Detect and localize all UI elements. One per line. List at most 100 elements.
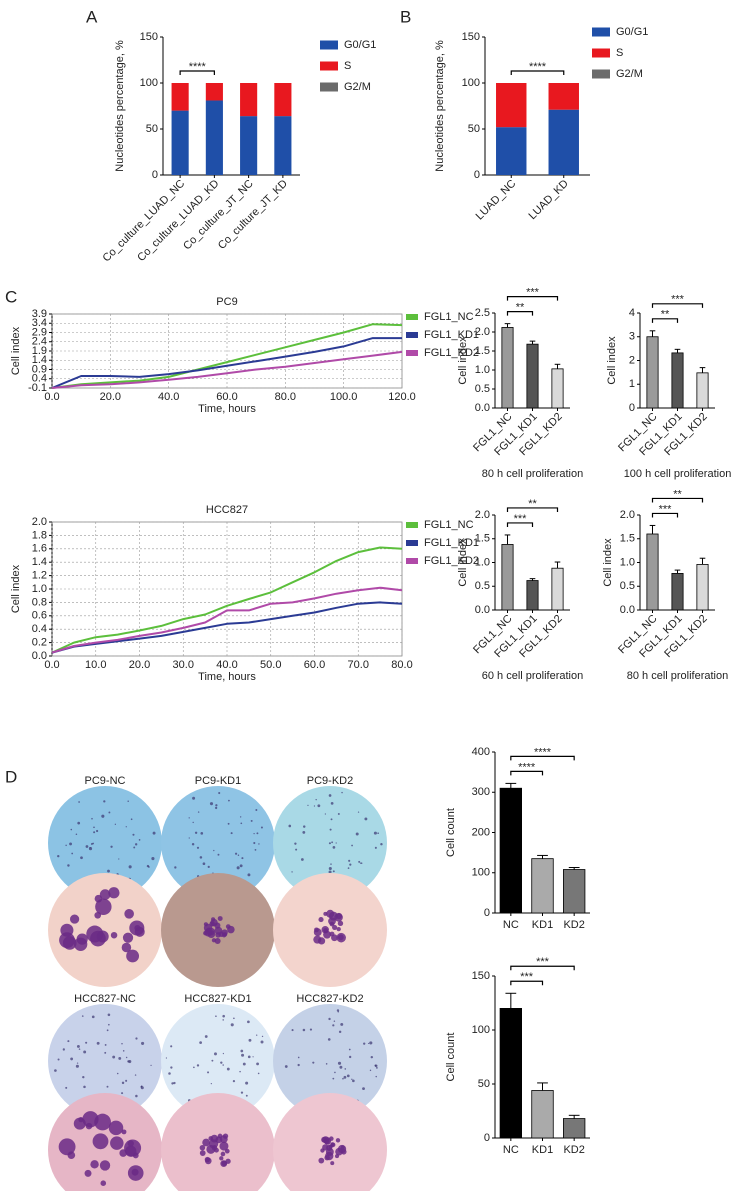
- y-tick-label: 1.4: [32, 354, 47, 366]
- colony-dot: [170, 1045, 173, 1048]
- colony-dot: [85, 845, 89, 848]
- cell: [108, 887, 120, 899]
- cell: [134, 925, 141, 932]
- colony-dot: [364, 817, 368, 821]
- colony-dot: [250, 819, 253, 822]
- significance-bracket: [510, 980, 544, 986]
- colony-dot: [200, 832, 204, 835]
- y-tick-label: 3.4: [32, 317, 47, 329]
- colony-dot: [338, 1030, 342, 1034]
- x-tick-label: 0.0: [44, 659, 59, 671]
- colony-dot: [114, 823, 116, 825]
- cell: [86, 925, 104, 943]
- x-axis-label: 80 h cell proliferation: [627, 670, 729, 682]
- bar-segment: [274, 83, 292, 117]
- cell: [329, 931, 335, 937]
- cell: [214, 922, 221, 929]
- y-tick-label: 2.0: [620, 509, 635, 521]
- y-tick-label: 0.4: [32, 373, 47, 385]
- colony-dot: [194, 831, 198, 834]
- legend-swatch: [406, 350, 418, 356]
- colony-dot: [317, 804, 321, 808]
- y-tick-label: 1.9: [32, 345, 47, 357]
- y-axis-label: Cell count: [445, 1033, 457, 1082]
- cell: [69, 914, 80, 924]
- colony-dot: [211, 1059, 214, 1062]
- panel-label: B: [400, 7, 411, 26]
- colony-dot: [54, 1069, 57, 1072]
- bar: [551, 368, 564, 409]
- colony-dot: [303, 825, 306, 828]
- cell: [99, 889, 111, 900]
- colony-dot: [128, 1059, 132, 1064]
- line: [51, 601, 403, 654]
- colony-dot: [151, 857, 155, 861]
- y-tick-label: 1.0: [32, 583, 47, 595]
- cell: [324, 1154, 330, 1161]
- colony-dot: [256, 832, 259, 835]
- y-tick-label: 0: [484, 907, 490, 919]
- colony-dot: [247, 1020, 250, 1024]
- colony-dot: [348, 859, 351, 862]
- colony-dot: [222, 1019, 224, 1021]
- significance-bracket: [651, 318, 679, 323]
- legend-swatch: [320, 82, 338, 92]
- cell: [204, 1157, 212, 1165]
- y-axis-label: Nucleotides percentage, %: [434, 40, 446, 172]
- cell: [336, 926, 341, 932]
- colony-dot: [214, 806, 218, 810]
- colony-dot: [82, 1075, 85, 1079]
- colony-dot: [130, 818, 133, 821]
- y-tick-label: 1.4: [32, 556, 47, 568]
- colony-dot: [165, 1057, 168, 1059]
- colony-dot: [122, 1050, 125, 1052]
- colony-dot: [351, 844, 353, 847]
- colony-dot: [222, 1064, 224, 1066]
- colony-dot: [121, 1081, 125, 1085]
- colony-dot: [347, 867, 350, 869]
- significance-label: **: [516, 302, 525, 314]
- bar: [563, 869, 586, 914]
- colony-dot: [252, 1056, 254, 1058]
- cell: [92, 1133, 109, 1150]
- cell: [219, 1156, 224, 1161]
- cell: [318, 917, 324, 923]
- y-tick-label: 300: [472, 786, 490, 798]
- colony-dot: [77, 821, 81, 825]
- cell: [85, 1122, 93, 1130]
- cell: [202, 1138, 211, 1147]
- colony-dot: [260, 826, 263, 829]
- y-tick-label: 0.6: [32, 610, 47, 622]
- y-tick-label: 2.0: [32, 516, 47, 528]
- colony-dot: [138, 839, 141, 841]
- y-tick-label: 1.2: [32, 570, 47, 582]
- y-tick-label: 400: [472, 746, 490, 758]
- colony-dot: [173, 1081, 176, 1085]
- colony-dot: [76, 1062, 79, 1064]
- colony-dot: [83, 1050, 87, 1054]
- cell: [110, 931, 118, 939]
- colony-dot: [245, 1094, 248, 1097]
- line: [51, 337, 402, 389]
- colony-dot: [241, 1053, 245, 1057]
- cell: [94, 1113, 111, 1131]
- colony-dot: [85, 1041, 88, 1044]
- colony-dot: [302, 1028, 306, 1032]
- colony-dot: [192, 821, 194, 824]
- cell: [121, 1129, 127, 1135]
- x-tick-label: 40.0: [216, 659, 237, 671]
- colony-dot: [207, 1071, 210, 1074]
- significance-bracket: [651, 303, 704, 308]
- bar: [646, 533, 659, 611]
- colony-dot: [91, 1015, 95, 1019]
- y-tick-label: 1.5: [475, 533, 490, 545]
- colony-dot: [125, 1079, 128, 1082]
- colony-dot: [193, 1066, 195, 1069]
- colony-dot: [128, 865, 132, 869]
- colony-dot: [370, 1055, 374, 1059]
- bar: [526, 343, 539, 409]
- legend-label: FGL1_KD1: [424, 537, 479, 549]
- legend-label: G0/G1: [616, 26, 648, 38]
- x-tick-label: 50.0: [260, 659, 281, 671]
- significance-label: ***: [514, 513, 528, 525]
